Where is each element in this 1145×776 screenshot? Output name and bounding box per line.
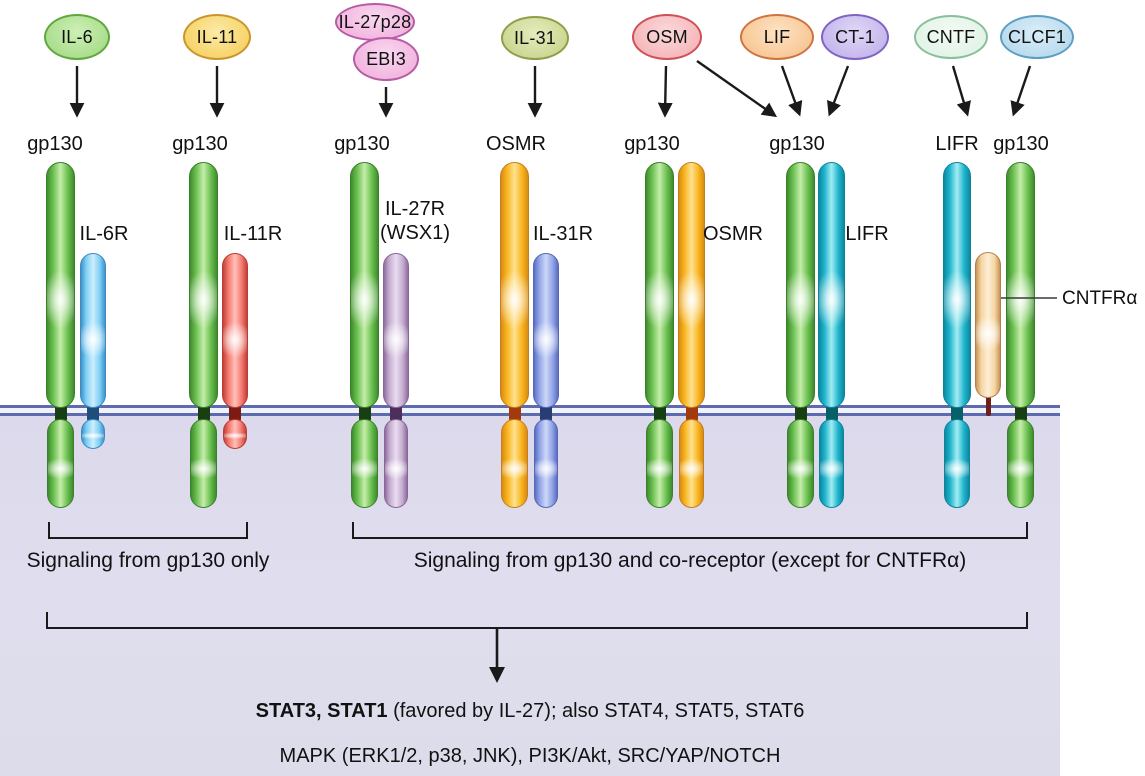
coreceptor-name-lifr: LIFR [845, 223, 889, 245]
bracket-2 [352, 522, 1028, 539]
plasma-membrane [0, 405, 1060, 416]
bracket-3 [46, 612, 1028, 629]
receptor-il-6r-intracellular-tail [81, 419, 105, 449]
receptor-il-31r-intracellular-tail [534, 419, 558, 508]
receptor-il-31r-ectodomain [533, 253, 559, 408]
receptor-il-27r-ectodomain [383, 253, 409, 408]
coreceptor-name-il-6r: IL-6R [79, 223, 129, 245]
cytokine-il-31: IL-31 [501, 16, 569, 60]
receptor-osmr-ectodomain [500, 162, 529, 408]
receptor-gp130-intracellular-tail [190, 419, 217, 508]
cytokine-ebi3: EBI3 [353, 37, 419, 81]
receptor-gp130-ectodomain [786, 162, 815, 408]
receptor-gp130-intracellular-tail [351, 419, 378, 508]
coreceptor-name-il-31r: IL-31R [532, 223, 594, 245]
cytokine-osm: OSM [632, 14, 702, 60]
receptor-cntfra-ectodomain [975, 252, 1001, 398]
cytokine-ct-1: CT-1 [821, 14, 889, 60]
receptor-gp130-ectodomain [46, 162, 75, 408]
receptor-gp130-ectodomain [189, 162, 218, 408]
receptor-lifr-intracellular-tail [944, 419, 970, 508]
cytokine-arrow-7 [780, 65, 803, 117]
receptor-gp130-intracellular-tail [646, 419, 673, 508]
cytokine-arrow-8 [827, 65, 850, 117]
cytokine-label: IL-31 [513, 27, 557, 48]
receptor-name-gp130: gp130 [624, 133, 680, 155]
receptor-name-gp130: gp130 [27, 133, 83, 155]
cytokine-label: LIF [763, 26, 791, 47]
receptor-name-gp130: gp130 [769, 133, 825, 155]
cytokine-label: CNTF [926, 26, 976, 47]
coreceptor-name-osmr: OSMR [703, 223, 763, 245]
cytokine-arrow-9 [951, 65, 971, 117]
receptor-osmr-intracellular-tail [501, 419, 528, 508]
cytokine-il-27p28: IL-27p28 [335, 3, 415, 41]
coreceptor-name-il-27r: IL-27R (WSX1) [380, 198, 450, 244]
receptor-il-11r-ectodomain [222, 253, 248, 408]
cytokine-arrow-5 [657, 65, 673, 118]
cytokine-arrow-6 [696, 60, 778, 118]
receptor-cntfra-transmembrane [985, 394, 991, 416]
caption-gp130-only: Signaling from gp130 only [26, 549, 270, 572]
cytokine-label: EBI3 [366, 48, 406, 69]
coreceptor-name-il-11r: IL-11R [223, 223, 283, 245]
cytokine-label: IL-27p28 [338, 11, 412, 32]
receptor-name-lifr: LIFR [935, 133, 979, 155]
conclusion-stat-rest: (favored by IL-27); also STAT4, STAT5, S… [387, 700, 805, 722]
receptor-name-gp130: gp130 [334, 133, 390, 155]
receptor-lifr-ectodomain [943, 162, 971, 408]
receptor-osmr-ectodomain [678, 162, 705, 408]
receptor-gp130-intracellular-tail [787, 419, 814, 508]
cytokine-label: IL-11 [196, 26, 238, 47]
caption-gp130-coreceptor: Signaling from gp130 and co-receptor (ex… [413, 549, 967, 572]
cytokine-label: OSM [646, 26, 688, 47]
conclusion-stat-line: STAT3, STAT1 (favored by IL-27); also ST… [256, 700, 805, 723]
receptor-gp130-ectodomain [645, 162, 674, 408]
cytokine-label: CLCF1 [1007, 26, 1066, 47]
receptor-gp130-intracellular-tail [1007, 419, 1034, 508]
cytokine-lif: LIF [740, 14, 814, 60]
cntfr-alpha-label: CNTFRα [1062, 288, 1138, 309]
cytokine-label: CT-1 [835, 26, 875, 47]
receptor-gp130-intracellular-tail [47, 419, 74, 508]
receptor-il-6r-ectodomain [80, 253, 106, 408]
receptor-name-osmr: OSMR [486, 133, 546, 155]
cytokine-cntf: CNTF [914, 15, 988, 59]
receptor-il-27r-intracellular-tail [384, 419, 408, 508]
cytokine-arrow-10 [1010, 65, 1032, 117]
cell-interior [0, 416, 1060, 776]
receptor-il-11r-intracellular-tail [223, 419, 247, 449]
receptor-name-gp130: gp130 [172, 133, 228, 155]
receptor-lifr-ectodomain [818, 162, 845, 408]
receptor-name-gp130: gp130 [993, 133, 1049, 155]
cytokine-il-6: IL-6 [44, 14, 110, 60]
cytokine-label: IL-6 [61, 26, 93, 47]
bracket-1 [48, 522, 248, 539]
receptor-gp130-ectodomain [350, 162, 379, 408]
cytokine-il-11: IL-11 [183, 14, 251, 60]
receptor-osmr-intracellular-tail [679, 419, 704, 508]
receptor-lifr-intracellular-tail [819, 419, 844, 508]
receptor-gp130-ectodomain [1006, 162, 1035, 408]
conclusion-mapk-line: MAPK (ERK1/2, p38, JNK), PI3K/Akt, SRC/Y… [279, 745, 781, 767]
conclusion-stat-bold: STAT3, STAT1 [255, 700, 388, 722]
cytokine-clcf1: CLCF1 [1000, 15, 1074, 59]
